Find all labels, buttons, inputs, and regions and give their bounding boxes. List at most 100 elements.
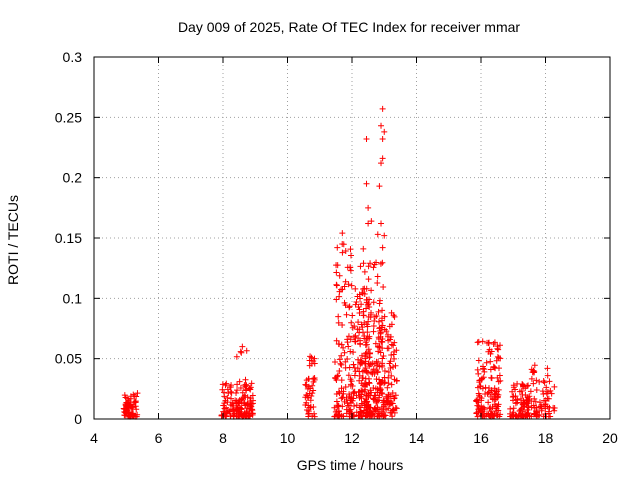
data-point bbox=[358, 391, 365, 398]
data-point bbox=[486, 346, 493, 353]
data-point bbox=[333, 281, 340, 288]
data-point bbox=[379, 390, 386, 397]
data-point bbox=[306, 362, 313, 369]
data-point bbox=[346, 303, 353, 310]
data-point bbox=[479, 338, 486, 345]
data-point bbox=[341, 299, 348, 306]
data-point bbox=[544, 372, 551, 379]
data-point bbox=[348, 319, 355, 326]
data-point bbox=[514, 399, 521, 406]
y-axis-label: ROTI / TECUs bbox=[5, 195, 21, 285]
data-point bbox=[380, 352, 387, 359]
data-point bbox=[363, 410, 370, 417]
data-point bbox=[379, 259, 386, 266]
data-point bbox=[307, 353, 314, 360]
data-point bbox=[347, 348, 354, 355]
data-point bbox=[349, 382, 356, 389]
y-tick-label: 0.25 bbox=[55, 109, 82, 125]
data-point bbox=[359, 329, 366, 336]
data-point bbox=[481, 406, 488, 413]
data-point bbox=[348, 395, 355, 402]
data-point bbox=[393, 405, 400, 412]
data-point bbox=[520, 401, 527, 408]
data-point bbox=[527, 388, 534, 395]
data-point bbox=[375, 348, 382, 355]
data-point bbox=[125, 397, 132, 404]
data-point bbox=[354, 293, 361, 300]
data-point bbox=[350, 349, 357, 356]
data-point bbox=[364, 301, 371, 308]
data-point bbox=[230, 412, 237, 419]
data-point bbox=[475, 370, 482, 377]
data-point bbox=[374, 279, 381, 286]
data-point bbox=[229, 400, 236, 407]
data-point bbox=[389, 400, 396, 407]
data-point bbox=[378, 220, 385, 227]
data-point bbox=[487, 366, 494, 373]
data-point bbox=[507, 405, 514, 412]
data-point bbox=[339, 249, 346, 256]
data-point bbox=[339, 394, 346, 401]
x-tick-label: 6 bbox=[155, 430, 163, 446]
data-point bbox=[361, 332, 368, 339]
data-points bbox=[120, 105, 558, 420]
data-point bbox=[378, 389, 385, 396]
data-point bbox=[376, 344, 383, 351]
data-point bbox=[379, 360, 386, 367]
data-point bbox=[485, 385, 492, 392]
data-point bbox=[304, 392, 311, 399]
data-point bbox=[378, 405, 385, 412]
data-point bbox=[389, 413, 396, 420]
data-point bbox=[359, 388, 366, 395]
data-point bbox=[391, 339, 398, 346]
data-point bbox=[376, 324, 383, 331]
data-point bbox=[366, 404, 373, 411]
data-point bbox=[525, 382, 532, 389]
data-point bbox=[364, 296, 371, 303]
data-point bbox=[303, 399, 310, 406]
data-point bbox=[362, 375, 369, 382]
data-point bbox=[357, 409, 364, 416]
data-point bbox=[378, 160, 385, 167]
data-point bbox=[519, 380, 526, 387]
data-point bbox=[120, 405, 127, 412]
data-point bbox=[337, 360, 344, 367]
data-point bbox=[351, 402, 358, 409]
data-point bbox=[363, 180, 370, 187]
data-point bbox=[495, 378, 502, 385]
data-point bbox=[353, 402, 360, 409]
data-point bbox=[129, 403, 136, 410]
data-point bbox=[544, 365, 551, 372]
data-point bbox=[379, 244, 386, 251]
data-point bbox=[390, 342, 397, 349]
data-point bbox=[389, 407, 396, 414]
data-point bbox=[483, 359, 490, 366]
data-point bbox=[381, 326, 388, 333]
data-point bbox=[371, 370, 378, 377]
data-point bbox=[485, 340, 492, 347]
data-point bbox=[243, 405, 250, 412]
data-point bbox=[392, 404, 399, 411]
data-point bbox=[228, 395, 235, 402]
data-point bbox=[356, 309, 363, 316]
data-point bbox=[343, 311, 350, 318]
data-point bbox=[381, 374, 388, 381]
data-point bbox=[336, 389, 343, 396]
data-point bbox=[339, 230, 346, 237]
data-point bbox=[382, 412, 389, 419]
data-point bbox=[379, 317, 386, 324]
data-point bbox=[367, 408, 374, 415]
data-point bbox=[351, 323, 358, 330]
data-point bbox=[341, 349, 348, 356]
data-point bbox=[352, 368, 359, 375]
data-point bbox=[494, 412, 501, 419]
data-point bbox=[356, 326, 363, 333]
data-point bbox=[533, 387, 540, 394]
data-point bbox=[371, 317, 378, 324]
data-point bbox=[333, 398, 340, 405]
data-point bbox=[485, 399, 492, 406]
data-point bbox=[248, 380, 255, 387]
data-point bbox=[393, 347, 400, 354]
data-point bbox=[474, 339, 481, 346]
data-point bbox=[242, 376, 249, 383]
